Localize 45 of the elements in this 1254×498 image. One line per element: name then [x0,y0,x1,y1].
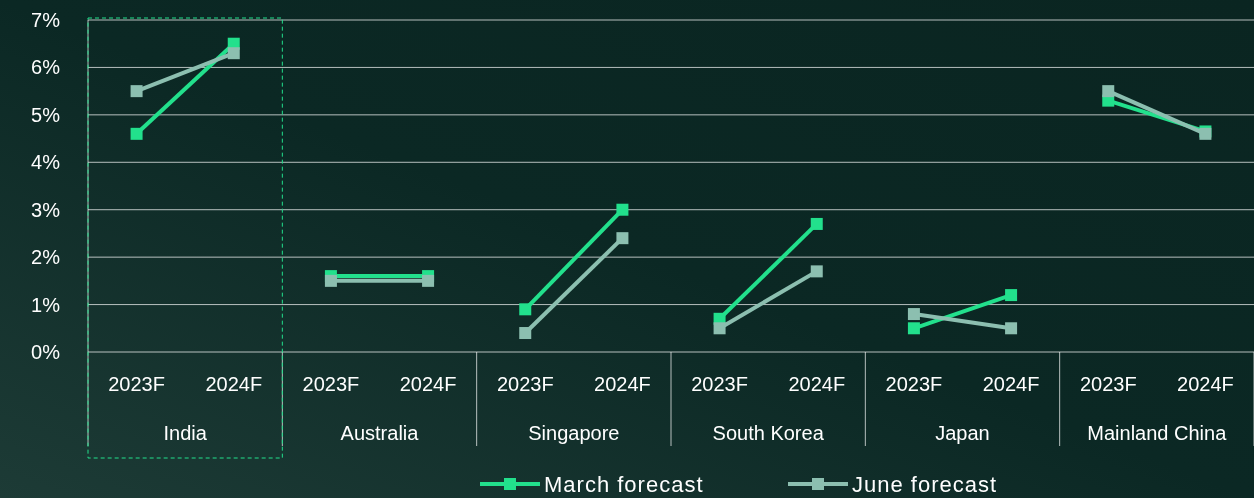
point [616,203,629,216]
y-tick-label: 1% [31,293,61,316]
point [519,327,532,340]
y-tick-label: 0% [31,341,61,363]
y-tick-label: 5% [31,103,61,126]
x-tick-label: 2024F [788,373,846,395]
point [130,85,143,98]
point [324,274,337,287]
legend-label: March forecast [544,471,704,497]
point [422,274,435,287]
point [616,232,629,245]
y-tick-label: 6% [31,56,61,79]
point [130,127,143,140]
point [519,303,532,316]
x-tick-label: 2024F [1177,373,1234,395]
text: Mainland China [1087,422,1228,444]
point [1005,289,1018,302]
x-tick-label: 2024F [205,373,263,395]
text: Australia [340,422,420,444]
x-tick-label: 2024F [399,373,457,395]
point [713,322,726,335]
point [1005,322,1018,335]
y-tick-label: 7% [31,9,61,31]
point [227,47,240,60]
point [907,308,920,321]
point [1102,85,1115,98]
x-tick-label: 2024F [594,373,651,395]
x-tick-label: 2023F [496,373,554,395]
x-tick-label: 2024F [982,373,1040,395]
point [810,265,823,278]
text: India [163,422,208,444]
x-tick-label: 2023F [885,373,943,395]
point [810,217,823,230]
y-tick-label: 2% [31,246,61,269]
x-tick-label: 2023F [691,373,748,395]
text: Singapore [528,422,620,444]
x-tick-label: 2023F [302,373,360,395]
text: South Korea [712,422,825,444]
x-tick-label: 2023F [108,373,165,395]
point [907,322,920,335]
y-tick-label: 4% [31,151,61,174]
legend-label: June forecast [852,471,998,497]
text: Japan [935,422,990,444]
y-tick-label: 3% [31,198,61,221]
x-tick-label: 2023F [1079,373,1137,395]
